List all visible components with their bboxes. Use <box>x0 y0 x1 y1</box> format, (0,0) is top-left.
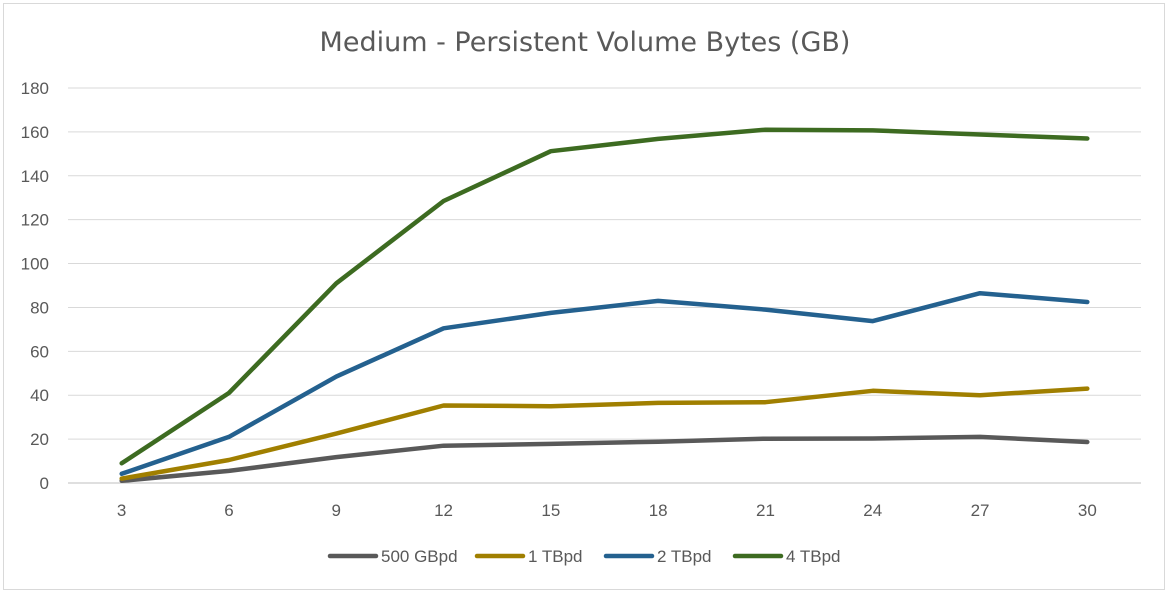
x-tick-label: 21 <box>756 501 775 520</box>
x-tick-label: 24 <box>863 501 882 520</box>
legend-item-4-tbpd: 4 TBpd <box>732 547 841 566</box>
y-tick-label: 180 <box>21 79 49 98</box>
y-tick-label: 140 <box>21 167 49 186</box>
y-tick-label: 160 <box>21 123 49 142</box>
x-tick-label: 3 <box>117 501 126 520</box>
y-tick-label: 0 <box>40 474 49 493</box>
legend-item-500-gbpd: 500 GBpd <box>327 547 458 566</box>
x-tick-label: 6 <box>224 501 233 520</box>
chart-title: Medium - Persistent Volume Bytes (GB) <box>320 27 851 58</box>
y-tick-label: 40 <box>30 386 49 405</box>
x-tick-label: 27 <box>971 501 990 520</box>
x-tick-label: 18 <box>649 501 668 520</box>
y-tick-label: 20 <box>30 430 49 449</box>
x-tick-label: 15 <box>541 501 560 520</box>
series-line-2-tbpd <box>119 290 1090 477</box>
y-tick-label: 80 <box>30 298 49 317</box>
legend-label: 500 GBpd <box>381 547 458 566</box>
y-axis-ticks: 0 20 40 60 80 100 120 140 160 180 <box>21 79 49 493</box>
x-axis-ticks: 3 6 9 12 15 18 21 24 27 30 <box>117 501 1097 520</box>
y-tick-label: 60 <box>30 342 49 361</box>
legend-label: 2 TBpd <box>657 547 712 566</box>
legend-label: 4 TBpd <box>786 547 841 566</box>
legend-item-2-tbpd: 2 TBpd <box>603 547 712 566</box>
series-line-4-tbpd <box>119 127 1090 466</box>
x-tick-label: 12 <box>434 501 453 520</box>
series-line-500-gbpd <box>119 434 1090 484</box>
y-tick-label: 120 <box>21 211 49 230</box>
series-lines <box>119 127 1090 484</box>
x-tick-label: 9 <box>332 501 341 520</box>
legend-label: 1 TBpd <box>528 547 583 566</box>
x-tick-label: 30 <box>1078 501 1097 520</box>
legend-item-1-tbpd: 1 TBpd <box>474 547 583 566</box>
y-tick-label: 100 <box>21 255 49 274</box>
legend: 500 GBpd 1 TBpd 2 TBpd 4 TBpd <box>327 547 841 566</box>
gridlines <box>68 87 1141 484</box>
series-line-1-tbpd <box>119 386 1090 481</box>
